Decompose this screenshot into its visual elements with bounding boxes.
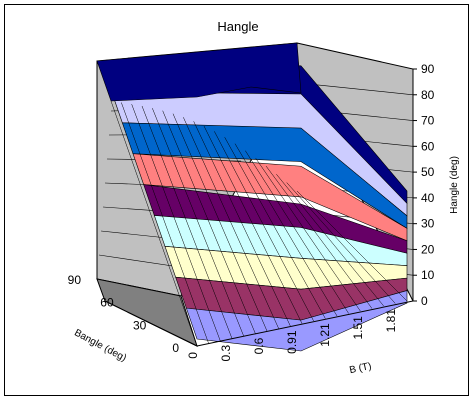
x-tick-label: 1.81 bbox=[384, 309, 398, 333]
mesh-line bbox=[172, 113, 268, 332]
mesh-line bbox=[255, 158, 361, 312]
z-tick-label: 30 bbox=[421, 217, 435, 231]
mesh-line bbox=[152, 108, 244, 337]
y-tick-label: 0 bbox=[172, 341, 179, 355]
chart-frame: 0 10 20 30 40 50 60 70 80 90 0 0.3 0.6 0.91 1.21 1.51 1… bbox=[4, 4, 469, 396]
surface-band bbox=[185, 290, 408, 352]
mesh-line bbox=[183, 117, 279, 329]
mesh-line bbox=[203, 125, 303, 324]
z-tick-label: 10 bbox=[421, 268, 435, 282]
y-axis-ticks: 0 30 60 90 bbox=[68, 273, 180, 355]
mesh-line bbox=[162, 110, 256, 334]
z-tick-label: 50 bbox=[421, 165, 435, 179]
y-tick-label: 90 bbox=[68, 273, 82, 287]
x-tick-label: 0.6 bbox=[252, 337, 266, 354]
chart-title: Hangle bbox=[217, 19, 258, 34]
mesh-line bbox=[193, 121, 291, 327]
mesh-line bbox=[131, 104, 221, 342]
y-tick-label: 30 bbox=[133, 318, 147, 332]
mesh-line bbox=[121, 102, 209, 344]
mesh-line bbox=[245, 150, 349, 314]
x-axis-ticks: 0 0.3 0.6 0.91 1.21 1.51 1.81 bbox=[186, 309, 398, 362]
mesh-line bbox=[234, 143, 338, 317]
surface-chart: 0 10 20 30 40 50 60 70 80 90 0 0.3 0.6 0.91 1.21 1.51 1… bbox=[68, 19, 460, 376]
y-axis-label: Bangle (deg) bbox=[72, 327, 128, 364]
z-tick-label: 20 bbox=[421, 242, 435, 256]
z-tick-label: 90 bbox=[421, 62, 435, 76]
z-tick-label: 0 bbox=[421, 294, 428, 308]
mesh-line bbox=[110, 100, 198, 347]
surface-mesh bbox=[110, 100, 408, 347]
x-tick-label: 0 bbox=[186, 352, 200, 359]
mesh-line bbox=[214, 131, 314, 322]
surface-bands bbox=[96, 42, 408, 352]
x-axis-label: B (T) bbox=[348, 361, 372, 376]
y-tick-label: 60 bbox=[100, 296, 114, 310]
mesh-line bbox=[224, 137, 326, 319]
z-tick-label: 70 bbox=[421, 114, 435, 128]
x-axis-line bbox=[196, 300, 414, 347]
z-tick-label: 80 bbox=[421, 88, 435, 102]
x-tick-label: 1.51 bbox=[351, 316, 365, 340]
x-tick-label: 0.3 bbox=[219, 345, 233, 362]
y-axis-line bbox=[104, 300, 198, 347]
mesh-line bbox=[286, 182, 396, 304]
z-tick-label: 40 bbox=[421, 191, 435, 205]
mesh-line bbox=[296, 190, 408, 302]
mesh-line bbox=[265, 165, 373, 309]
x-tick-label: 1.21 bbox=[318, 323, 332, 347]
z-tick-label: 60 bbox=[421, 139, 435, 153]
z-axis-ticks: 0 10 20 30 40 50 60 70 80 90 bbox=[413, 62, 435, 308]
z-axis-label: Hangle (deg) bbox=[449, 156, 460, 214]
x-tick-label: 0.91 bbox=[285, 330, 299, 354]
mesh-line bbox=[141, 105, 233, 339]
mesh-line bbox=[276, 174, 384, 307]
